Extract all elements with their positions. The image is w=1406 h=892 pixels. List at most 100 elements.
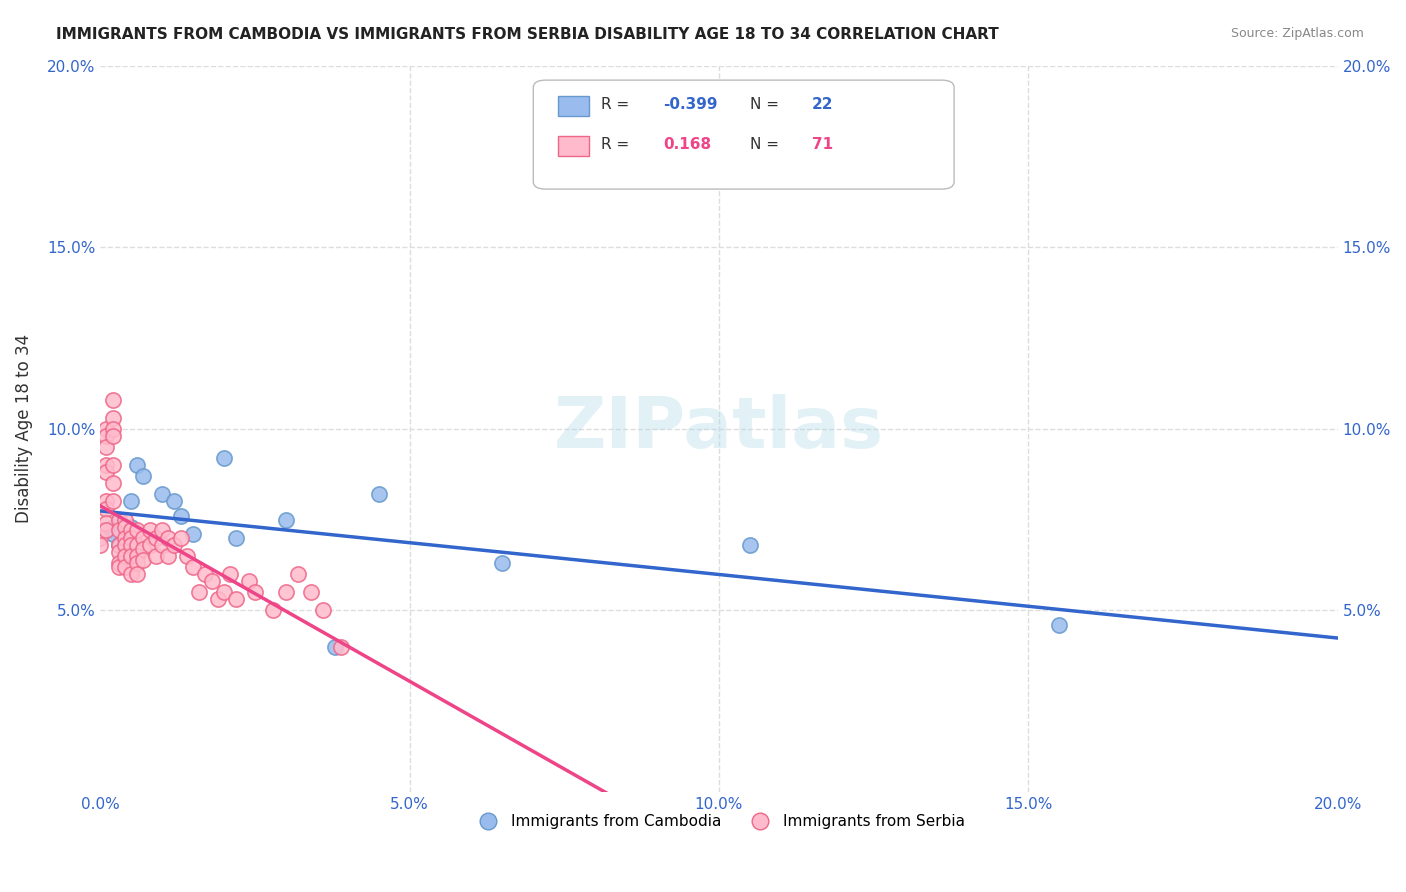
Point (150, 524, 173, 538)
Point (200, 574, 222, 589)
Point (163, 494, 186, 508)
Text: 0.168: 0.168 (664, 137, 711, 153)
Point (274, 585, 297, 599)
Point (145, 549, 167, 563)
Point (107, 512, 129, 526)
Point (96, 422, 118, 436)
Point (107, 538, 129, 552)
Point (138, 538, 160, 552)
Point (101, 392, 124, 407)
Y-axis label: Disability Age 18 to 34: Disability Age 18 to 34 (15, 334, 32, 524)
Point (96, 501, 118, 516)
Point (127, 524, 149, 538)
Point (114, 512, 136, 526)
Point (138, 524, 160, 538)
Point (194, 567, 217, 582)
Point (89, 524, 111, 538)
Point (738, 538, 761, 552)
Text: 22: 22 (811, 97, 834, 112)
Point (132, 552, 155, 566)
Point (120, 538, 142, 552)
Point (176, 549, 198, 563)
Point (96, 440, 118, 454)
Point (127, 549, 149, 563)
Point (238, 574, 260, 589)
Text: ZIPatlas: ZIPatlas (554, 394, 884, 463)
Point (157, 549, 180, 563)
Point (101, 494, 124, 508)
Point (312, 603, 335, 617)
Point (114, 531, 136, 545)
Point (219, 567, 242, 582)
Point (188, 585, 211, 599)
Point (225, 531, 247, 545)
Point (120, 520, 142, 534)
Point (120, 524, 142, 538)
Point (120, 494, 142, 508)
FancyBboxPatch shape (558, 96, 589, 117)
Point (491, 556, 513, 570)
Point (107, 556, 129, 570)
Point (120, 549, 142, 563)
Point (101, 429, 124, 443)
Point (107, 538, 129, 552)
Point (212, 450, 235, 465)
Point (274, 512, 297, 526)
Point (101, 527, 124, 541)
Point (114, 549, 136, 563)
Point (114, 520, 136, 534)
Point (127, 538, 149, 552)
Point (107, 512, 129, 526)
Point (89, 538, 111, 552)
Point (243, 585, 266, 599)
Point (181, 527, 204, 541)
Point (181, 559, 204, 574)
Point (96, 429, 118, 443)
Point (101, 422, 124, 436)
Text: 71: 71 (811, 137, 832, 153)
Point (157, 531, 180, 545)
Point (150, 487, 173, 501)
Point (127, 458, 149, 472)
Point (132, 531, 155, 545)
Legend: Immigrants from Cambodia, Immigrants from Serbia: Immigrants from Cambodia, Immigrants fro… (467, 808, 972, 835)
Point (127, 567, 149, 582)
Point (96, 466, 118, 480)
Point (114, 559, 136, 574)
FancyBboxPatch shape (533, 80, 955, 189)
Point (150, 538, 173, 552)
Point (101, 410, 124, 425)
Point (101, 520, 124, 534)
Point (132, 469, 155, 483)
Point (132, 541, 155, 556)
Text: R =: R = (602, 137, 640, 153)
Point (107, 524, 129, 538)
Text: -0.399: -0.399 (664, 97, 717, 112)
Text: N =: N = (749, 137, 783, 153)
Point (114, 534, 136, 549)
Point (101, 476, 124, 491)
Point (107, 559, 129, 574)
Point (120, 531, 142, 545)
Point (262, 603, 284, 617)
Point (127, 556, 149, 570)
Point (225, 592, 247, 607)
Point (163, 538, 186, 552)
Point (299, 585, 322, 599)
Point (287, 567, 309, 582)
Point (367, 487, 389, 501)
Point (96, 524, 118, 538)
Point (96, 494, 118, 508)
Point (96, 524, 118, 538)
Point (212, 585, 235, 599)
Text: Source: ZipAtlas.com: Source: ZipAtlas.com (1230, 27, 1364, 40)
Point (114, 538, 136, 552)
Point (145, 531, 167, 545)
Point (120, 567, 142, 582)
Text: R =: R = (602, 97, 634, 112)
Text: N =: N = (749, 97, 783, 112)
Point (330, 640, 353, 654)
Point (89, 531, 111, 545)
Point (96, 458, 118, 472)
Point (1047, 618, 1070, 632)
